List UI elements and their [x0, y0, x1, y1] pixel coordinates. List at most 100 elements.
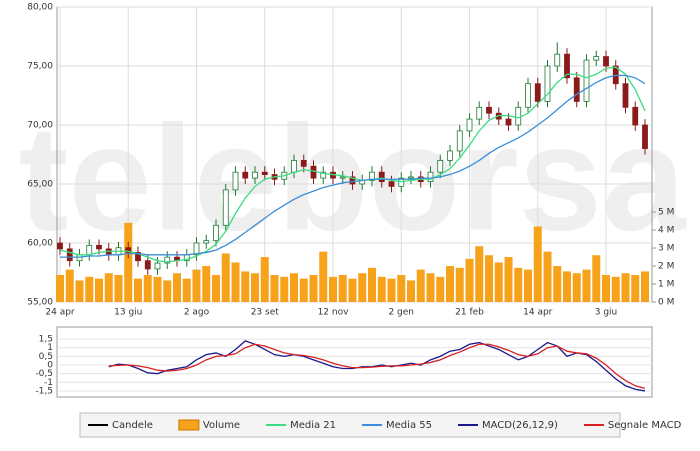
- y-tick-label: 0,5: [39, 352, 53, 362]
- volume-bar: [377, 276, 386, 302]
- candle-body: [525, 83, 531, 108]
- volume-bar: [75, 280, 84, 302]
- x-tick-label: 23 set: [251, 308, 280, 318]
- candle-body: [57, 242, 63, 250]
- y-tick-label: 80,00: [27, 3, 53, 13]
- volume-bar: [407, 280, 415, 302]
- volume-bar: [436, 276, 445, 302]
- candle-body: [232, 171, 239, 191]
- volume-bar: [621, 273, 630, 302]
- candle-body: [505, 118, 512, 126]
- y-tick-label: 75,00: [27, 62, 53, 72]
- y-tick-label: -1,5: [35, 386, 53, 396]
- volume-bar: [592, 255, 601, 302]
- legend-label: Volume: [203, 420, 240, 431]
- volume-bar: [143, 275, 152, 302]
- legend: [79, 412, 621, 438]
- candle-body: [213, 224, 219, 242]
- volume-bar: [221, 253, 230, 302]
- legend-label: Media 55: [386, 420, 432, 431]
- volume-bar: [631, 275, 640, 302]
- volume-bar: [397, 275, 406, 302]
- volume-bar: [563, 271, 571, 302]
- candle-body: [125, 247, 132, 253]
- candle-body: [66, 248, 73, 262]
- volume-bar: [85, 276, 94, 302]
- volume-bar: [338, 275, 347, 302]
- volume-bar: [602, 275, 610, 302]
- volume-bar: [387, 278, 396, 302]
- line-series: [108, 340, 646, 392]
- x-tick-label: 2 ago: [184, 308, 210, 318]
- candle-body: [476, 106, 483, 120]
- volume-bar: [202, 266, 211, 302]
- y2-tick-label: 1 M: [658, 280, 674, 290]
- volume-bar: [465, 258, 474, 302]
- candle-body: [564, 53, 570, 79]
- y2-tick-label: 0 M: [658, 298, 674, 308]
- volume-bar: [611, 276, 620, 302]
- volume-bar: [153, 276, 162, 302]
- candle-body: [261, 171, 268, 175]
- volume-bar: [290, 273, 298, 302]
- volume-bar: [95, 278, 103, 302]
- legend-label: Candele: [112, 420, 153, 431]
- candle-body: [154, 262, 161, 270]
- volume-bar: [134, 278, 142, 302]
- candle-body: [388, 181, 395, 187]
- candle-body: [369, 171, 375, 181]
- volume-bar: [475, 246, 484, 302]
- y2-tick-label: 2 M: [658, 262, 674, 272]
- candle-body: [447, 150, 453, 161]
- volume-bar: [455, 267, 464, 302]
- candle-body: [515, 106, 522, 126]
- volume-bar: [270, 275, 279, 302]
- volume-bar: [358, 273, 367, 302]
- volume-bar: [494, 262, 503, 302]
- candle-body: [437, 159, 444, 173]
- y-tick-label: 1,5: [39, 335, 53, 345]
- candle-body: [486, 106, 492, 114]
- volume-bar: [553, 266, 562, 302]
- volume-bar: [260, 257, 269, 302]
- volume-bar: [251, 273, 259, 302]
- macd-frame: [56, 326, 653, 398]
- y-tick-label: 70,00: [27, 121, 53, 131]
- volume-bar: [329, 276, 337, 302]
- candle-body: [144, 260, 151, 270]
- line-series: [60, 74, 646, 258]
- x-tick-label: 21 feb: [455, 308, 484, 318]
- x-tick-label: 14 apr: [523, 308, 553, 318]
- x-tick-label: 3 giu: [595, 308, 618, 318]
- volume-bar: [524, 269, 532, 302]
- candle-body: [603, 56, 609, 67]
- candle-body: [252, 171, 258, 179]
- candle-body: [544, 65, 551, 102]
- volume-bar: [543, 251, 552, 302]
- y-tick-label: 65,00: [27, 180, 53, 190]
- candle-body: [593, 56, 600, 61]
- volume-bar: [368, 267, 376, 302]
- candle-body: [466, 118, 473, 132]
- line-series: [108, 343, 646, 389]
- volume-bar: [114, 275, 123, 302]
- volume-bar: [104, 273, 113, 302]
- volume-bar: [309, 275, 318, 302]
- candle-body: [193, 242, 200, 256]
- volume-bar: [416, 269, 425, 302]
- candle-body: [534, 83, 541, 102]
- y2-tick-label: 4 M: [658, 226, 674, 236]
- x-tick-label: 24 apr: [45, 308, 75, 318]
- y2-tick-label: 3 M: [658, 244, 674, 254]
- volume-bar: [163, 280, 172, 302]
- x-tick-label: 12 nov: [318, 308, 350, 318]
- candle-body: [349, 176, 356, 185]
- x-tick-label: 2 gen: [388, 308, 414, 318]
- legend-label: Media 21: [290, 420, 336, 431]
- volume-bar: [231, 262, 240, 302]
- volume-bar: [504, 257, 513, 302]
- volume-bar: [572, 273, 581, 302]
- candle-body: [164, 256, 171, 264]
- candle-body: [300, 159, 307, 167]
